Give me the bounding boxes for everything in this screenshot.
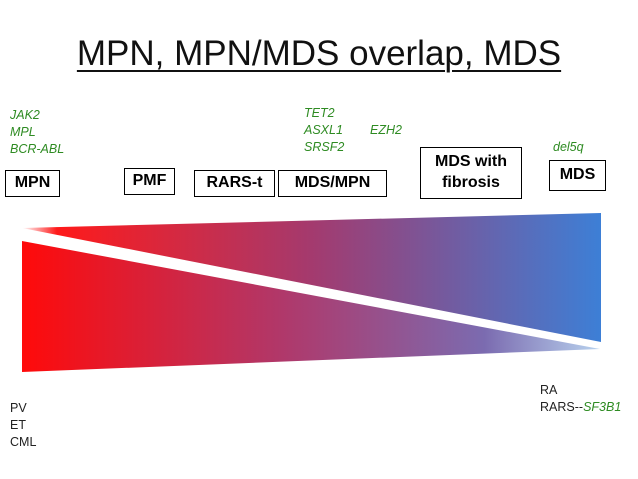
gene-label-sf3b1: SF3B1 <box>583 400 622 414</box>
subtype-label: CML <box>10 435 37 449</box>
mds-with-fibrosis-box: MDS with fibrosis <box>420 147 522 199</box>
mds-subtypes: RA RARS--SF3B1 <box>540 382 621 416</box>
overlap-genes: TET2 ASXL1 SRSF2 <box>304 105 344 156</box>
mpn-genes: JAK2 MPL BCR-ABL <box>10 107 64 158</box>
mds-mpn-box: MDS/MPN <box>278 170 387 197</box>
gene-label: JAK2 <box>10 108 40 122</box>
mds-increasing-wedge <box>22 213 601 342</box>
subtype-label: RA <box>540 383 558 397</box>
gene-label-ezh2: EZH2 <box>370 123 402 137</box>
gene-label-del5q: del5q <box>553 140 584 154</box>
subtype-label-rars: RARS--SF3B1 <box>540 399 621 416</box>
gene-label: ASXL1 <box>304 123 343 137</box>
gene-label: SRSF2 <box>304 140 345 154</box>
box-label-line: fibrosis <box>442 174 500 191</box>
subtype-prefix: RARS-- <box>540 400 584 414</box>
subtype-label: ET <box>10 418 26 432</box>
mpn-decreasing-wedge <box>22 241 600 372</box>
gene-label: BCR-ABL <box>10 142 65 156</box>
mpn-subtypes: PV ET CML <box>10 400 36 451</box>
pmf-box: PMF <box>124 168 175 195</box>
mpn-box: MPN <box>5 170 60 197</box>
rars-t-box: RARS-t <box>194 170 275 197</box>
gene-label: TET2 <box>304 106 335 120</box>
mds-box: MDS <box>549 160 606 191</box>
gene-label: MPL <box>10 125 36 139</box>
subtype-label: PV <box>10 401 27 415</box>
box-label-line: MDS with <box>435 153 507 171</box>
page-title: MPN, MPN/MDS overlap, MDS <box>76 34 562 73</box>
